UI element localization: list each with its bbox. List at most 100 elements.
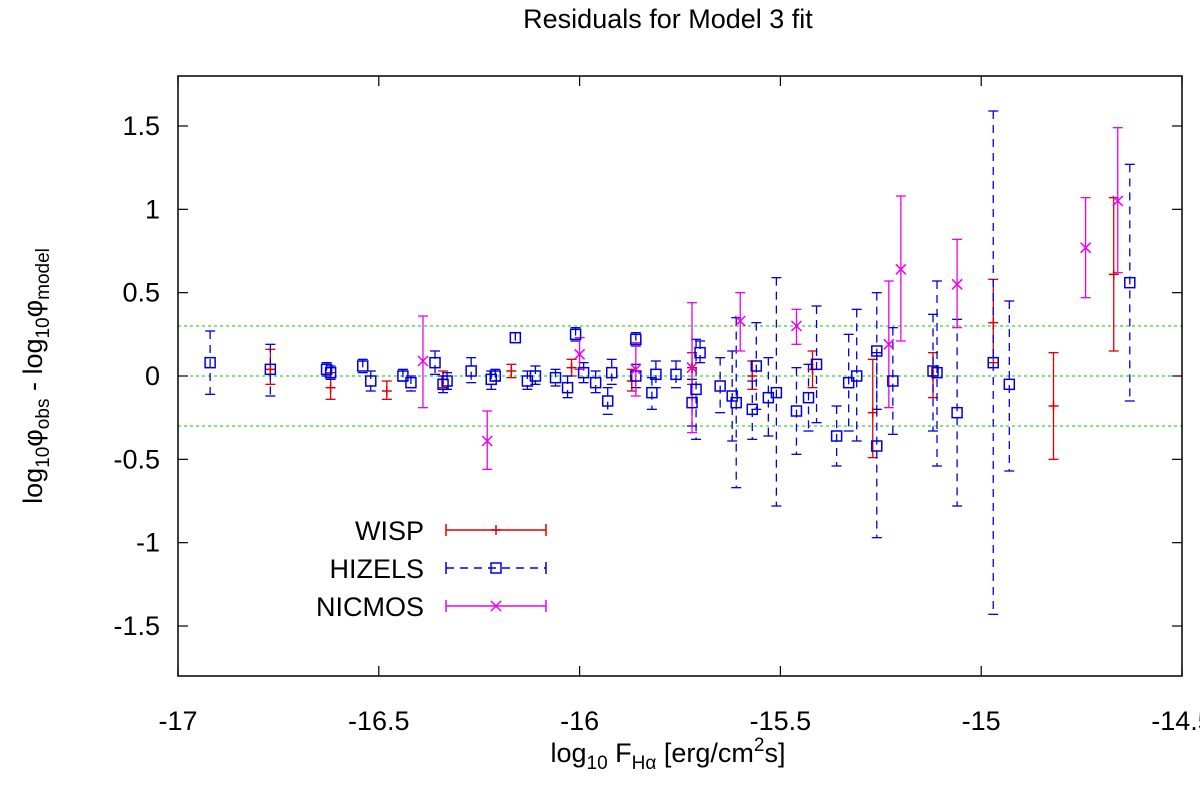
chart-title: Residuals for Model 3 fit — [523, 4, 813, 34]
legend-label-wisp: WISP — [355, 516, 424, 546]
hizels-point — [465, 365, 477, 377]
legend-sample-hizels — [445, 562, 547, 574]
hizels-point — [569, 328, 582, 341]
y-tick-label: 1.5 — [122, 111, 160, 141]
wisp-point — [325, 382, 336, 393]
hizels-point — [405, 376, 417, 389]
hizels-errorbar — [988, 110, 999, 615]
hizels-errorbar — [843, 333, 854, 432]
hizels-point — [589, 376, 602, 389]
hizels-errorbar — [932, 280, 943, 467]
hizels-point — [630, 333, 642, 346]
x-tick-label: -16.5 — [348, 706, 410, 736]
legend-marker-nicmos — [490, 600, 502, 612]
hizels-point — [320, 363, 333, 376]
hizels-point — [802, 391, 815, 404]
nicmos-point — [895, 263, 907, 275]
hizels-errorbar — [871, 352, 882, 539]
hizels-errorbar — [602, 387, 613, 415]
hizels-point — [690, 383, 702, 396]
y-tick-label: 0.5 — [122, 278, 160, 308]
hizels-point — [927, 365, 939, 377]
hizels-errorbar — [691, 338, 702, 440]
nicmos-point — [1112, 195, 1124, 207]
hizels-point — [549, 371, 562, 384]
hizels-errorbar — [831, 405, 842, 467]
hizels-errorbar — [265, 343, 276, 397]
hizels-point — [650, 368, 662, 381]
hizels-errorbar — [751, 322, 762, 410]
hizels-errorbar — [887, 327, 898, 435]
hizels-point — [830, 430, 843, 442]
hizels-point — [485, 373, 497, 386]
hizels-point — [561, 381, 574, 394]
hizels-point — [850, 370, 863, 382]
hizels-point — [871, 345, 883, 357]
nicmos-point — [574, 348, 586, 360]
hizels-errorbar — [715, 357, 726, 414]
nicmos-point — [790, 320, 802, 332]
error-bars — [205, 110, 1135, 615]
hizels-point — [670, 368, 682, 381]
hizels-point — [529, 370, 542, 382]
hizels-point — [746, 403, 759, 416]
legend: WISP HIZELS NICMOS — [316, 516, 547, 622]
hizels-point — [601, 395, 614, 407]
hizels-point — [577, 366, 590, 379]
hizels-errorbar — [646, 377, 657, 410]
hizels-point — [810, 358, 823, 371]
wisp-point — [988, 317, 999, 328]
hizels-point — [951, 406, 963, 419]
y-tick-label: -1 — [136, 528, 160, 558]
hizels-point — [790, 405, 803, 417]
hizels-errorbar — [365, 370, 376, 392]
hizels-point — [931, 366, 943, 379]
x-tick-label: -15.5 — [750, 706, 812, 736]
hizels-point — [429, 356, 441, 369]
hizels-point — [842, 376, 855, 389]
x-tick-label: -15 — [962, 706, 1001, 736]
wisp-point — [747, 371, 758, 381]
hizels-errorbar — [952, 318, 963, 507]
hizels-point — [630, 370, 642, 382]
hizels-errorbar — [791, 367, 802, 455]
data-markers — [204, 195, 1136, 452]
hizels-errorbar — [670, 360, 681, 389]
x-tick-label: -14.5 — [1151, 706, 1200, 736]
legend-label-hizels: HIZELS — [329, 554, 424, 584]
hizels-point — [605, 366, 618, 379]
nicmos-point — [417, 355, 429, 367]
hizels-point — [509, 331, 522, 344]
hizels-point — [264, 363, 277, 376]
nicmos-point — [630, 363, 642, 375]
nicmos-point — [686, 362, 698, 374]
hizels-errorbar — [1004, 300, 1015, 472]
hizels-point — [1003, 378, 1016, 391]
hizels-errorbar — [590, 370, 601, 394]
hizels-point — [397, 370, 409, 382]
legend-label-nicmos: NICMOS — [316, 592, 424, 622]
hizels-point — [1124, 276, 1136, 289]
x-axis-label: log10 FHα [erg/cm2s] — [550, 735, 785, 774]
y-tick-label: -1.5 — [113, 611, 160, 641]
x-tick-labels: -17 -16.5 -16 -15.5 -15 -14.5 — [158, 706, 1200, 736]
wisp-point — [265, 364, 276, 375]
hizels-errorbar — [578, 362, 589, 384]
wisp-point — [1048, 401, 1059, 411]
hizels-errorbar — [430, 350, 441, 375]
hizels-errorbar — [771, 277, 782, 507]
reference-lines — [178, 325, 1182, 427]
nicmos-point — [883, 338, 895, 350]
legend-marker-wisp — [491, 525, 501, 535]
hizels-point — [730, 396, 742, 409]
hizels-point — [489, 370, 502, 382]
hizels-point — [646, 386, 658, 399]
wisp-point — [1108, 269, 1119, 280]
hizels-errorbar — [550, 368, 561, 387]
nicmos-point — [1080, 242, 1092, 254]
wisp-point — [867, 407, 878, 418]
hizels-point — [887, 375, 899, 387]
nicmos-point — [951, 278, 963, 290]
hizels-errorbar — [851, 308, 862, 442]
hizels-errorbar — [606, 358, 617, 385]
